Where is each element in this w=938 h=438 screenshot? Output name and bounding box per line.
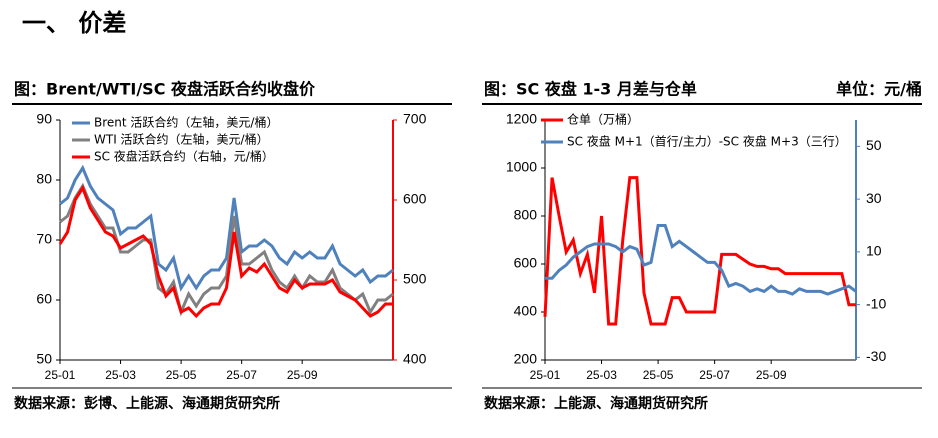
legend-label: SC 夜盘活跃合约（右轴，元/桶） — [94, 149, 274, 164]
x-tick-label: 25-07 — [226, 368, 257, 382]
source-note: 数据来源：彭博、上能源、海通期货研究所 — [14, 395, 280, 412]
y-tick-label: 600 — [514, 255, 538, 271]
y-tick-label: 1200 — [506, 111, 537, 127]
series-line — [59, 164, 394, 292]
legend-label: 仓单（万桶） — [567, 112, 639, 127]
y-tick-label: 90 — [36, 111, 52, 127]
y2-tick-label: 50 — [866, 137, 882, 153]
x-tick-label: 25-03 — [105, 368, 136, 382]
x-tick-label: 25-05 — [643, 368, 674, 382]
y-tick-label: 400 — [514, 303, 538, 319]
legend-label: SC 夜盘 M+1（首行/主力）-SC 夜盘 M+3（三行） — [567, 134, 847, 149]
x-tick-label: 25-01 — [45, 368, 76, 382]
y-tick-label: 80 — [36, 171, 52, 187]
y2-tick-label: 30 — [866, 190, 882, 206]
series-line — [545, 223, 857, 296]
chart-title: 图：Brent/WTI/SC 夜盘活跃合约收盘价 — [14, 80, 316, 99]
y-tick-label: 200 — [514, 351, 538, 367]
y-tick-label: 70 — [36, 231, 52, 247]
x-tick-label: 25-07 — [699, 368, 730, 382]
unit-label: 单位：元/桶 — [836, 80, 922, 99]
series-line — [59, 182, 394, 317]
x-tick-label: 25-03 — [586, 368, 617, 382]
page-title: 一、 价差 — [22, 9, 126, 37]
y2-tick-label: 500 — [403, 271, 427, 287]
y2-tick-label: 700 — [403, 111, 427, 127]
legend-label: Brent 活跃合约（左轴，美元/桶） — [94, 115, 278, 130]
y-tick-label: 60 — [36, 291, 52, 307]
x-tick-label: 25-09 — [756, 368, 787, 382]
chart-title: 图：SC 夜盘 1-3 月差与仓单 — [484, 80, 697, 99]
y-tick-label: 1000 — [506, 159, 537, 175]
y2-tick-label: 600 — [403, 191, 427, 207]
legend-label: WTI 活跃合约（左轴，美元/桶） — [94, 132, 269, 147]
y2-tick-label: -30 — [866, 348, 886, 364]
y2-tick-label: 10 — [866, 243, 882, 259]
x-tick-label: 25-01 — [530, 368, 561, 382]
x-tick-label: 25-09 — [287, 368, 318, 382]
series-line — [543, 176, 856, 326]
y2-tick-label: 400 — [403, 351, 427, 367]
y-tick-label: 50 — [36, 351, 52, 367]
y2-tick-label: -10 — [866, 295, 886, 311]
x-tick-label: 25-05 — [166, 368, 197, 382]
y-tick-label: 800 — [514, 207, 538, 223]
source-note: 数据来源：上能源、海通期货研究所 — [484, 395, 708, 412]
series-line — [58, 184, 393, 319]
